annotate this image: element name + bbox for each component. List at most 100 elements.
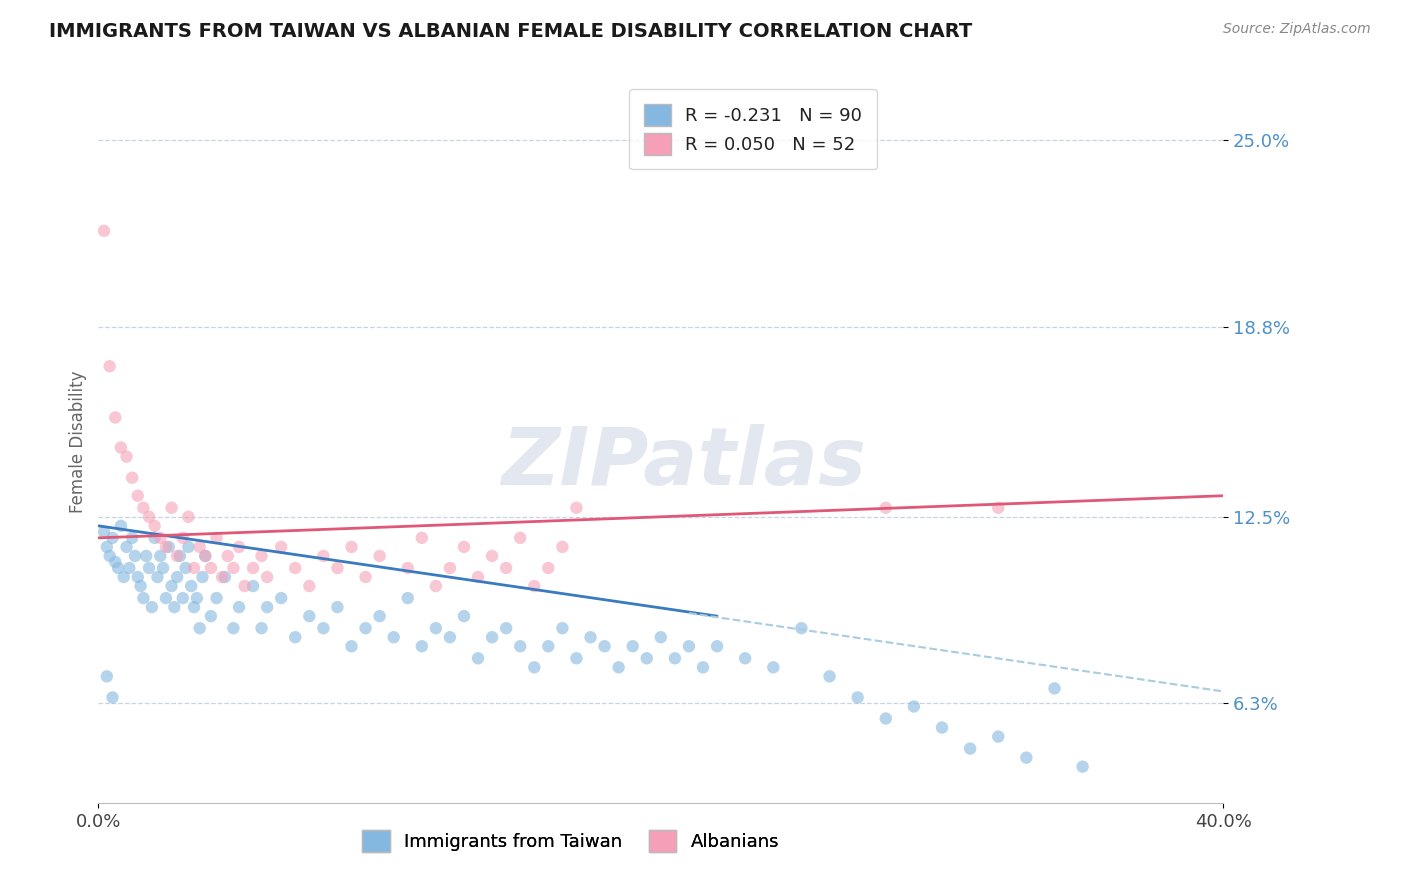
Point bbox=[453, 540, 475, 554]
Point bbox=[565, 500, 588, 515]
Point bbox=[368, 609, 391, 624]
Point bbox=[124, 549, 146, 563]
Point bbox=[1015, 750, 1038, 764]
Point bbox=[959, 741, 981, 756]
Point bbox=[233, 579, 256, 593]
Point bbox=[903, 699, 925, 714]
Point bbox=[790, 621, 813, 635]
Point bbox=[93, 224, 115, 238]
Point bbox=[138, 509, 160, 524]
Point bbox=[228, 540, 250, 554]
Point bbox=[222, 561, 245, 575]
Point bbox=[593, 639, 616, 653]
Point bbox=[200, 609, 222, 624]
Point bbox=[439, 561, 461, 575]
Point bbox=[146, 570, 169, 584]
Point bbox=[129, 579, 152, 593]
Point bbox=[551, 621, 574, 635]
Point bbox=[177, 540, 200, 554]
Point bbox=[1043, 681, 1066, 696]
Point bbox=[382, 630, 405, 644]
Point bbox=[110, 441, 132, 455]
Point bbox=[98, 359, 121, 374]
Point bbox=[256, 570, 278, 584]
Point bbox=[242, 561, 264, 575]
Point bbox=[110, 519, 132, 533]
Point bbox=[143, 531, 166, 545]
Point bbox=[565, 651, 588, 665]
Point bbox=[242, 579, 264, 593]
Point bbox=[439, 630, 461, 644]
Point bbox=[166, 549, 188, 563]
Point bbox=[354, 570, 377, 584]
Point bbox=[118, 561, 141, 575]
Point bbox=[523, 579, 546, 593]
Legend: Immigrants from Taiwan, Albanians: Immigrants from Taiwan, Albanians bbox=[356, 822, 786, 859]
Point bbox=[284, 630, 307, 644]
Point bbox=[211, 570, 233, 584]
Point bbox=[183, 600, 205, 615]
Text: ZIPatlas: ZIPatlas bbox=[501, 425, 866, 502]
Point bbox=[734, 651, 756, 665]
Point bbox=[875, 500, 897, 515]
Point bbox=[96, 540, 118, 554]
Point bbox=[132, 591, 155, 606]
Point bbox=[138, 561, 160, 575]
Point bbox=[155, 591, 177, 606]
Point bbox=[875, 712, 897, 726]
Point bbox=[256, 600, 278, 615]
Point bbox=[121, 471, 143, 485]
Point bbox=[411, 639, 433, 653]
Point bbox=[425, 579, 447, 593]
Point bbox=[340, 639, 363, 653]
Point bbox=[149, 549, 172, 563]
Point bbox=[706, 639, 728, 653]
Point bbox=[762, 660, 785, 674]
Point bbox=[425, 621, 447, 635]
Point bbox=[115, 540, 138, 554]
Point bbox=[101, 531, 124, 545]
Point bbox=[579, 630, 602, 644]
Point bbox=[163, 600, 186, 615]
Point bbox=[481, 630, 503, 644]
Point bbox=[481, 549, 503, 563]
Point bbox=[194, 549, 217, 563]
Point bbox=[987, 730, 1010, 744]
Text: Source: ZipAtlas.com: Source: ZipAtlas.com bbox=[1223, 22, 1371, 37]
Point bbox=[183, 561, 205, 575]
Point bbox=[537, 639, 560, 653]
Point bbox=[160, 500, 183, 515]
Point bbox=[169, 549, 191, 563]
Point bbox=[186, 591, 208, 606]
Point bbox=[127, 570, 149, 584]
Point bbox=[621, 639, 644, 653]
Point bbox=[98, 549, 121, 563]
Point bbox=[270, 591, 292, 606]
Point bbox=[368, 549, 391, 563]
Point bbox=[172, 591, 194, 606]
Point bbox=[177, 509, 200, 524]
Point bbox=[411, 531, 433, 545]
Point bbox=[205, 531, 228, 545]
Point bbox=[135, 549, 157, 563]
Point bbox=[160, 579, 183, 593]
Point bbox=[141, 600, 163, 615]
Point bbox=[312, 549, 335, 563]
Point bbox=[152, 561, 174, 575]
Point bbox=[270, 540, 292, 554]
Point bbox=[692, 660, 714, 674]
Point bbox=[453, 609, 475, 624]
Point bbox=[931, 721, 953, 735]
Point bbox=[987, 500, 1010, 515]
Point bbox=[104, 410, 127, 425]
Point bbox=[551, 540, 574, 554]
Point bbox=[107, 561, 129, 575]
Point bbox=[157, 540, 180, 554]
Point bbox=[846, 690, 869, 705]
Point bbox=[678, 639, 700, 653]
Point bbox=[664, 651, 686, 665]
Point bbox=[93, 524, 115, 539]
Point bbox=[205, 591, 228, 606]
Point bbox=[326, 600, 349, 615]
Point bbox=[495, 621, 517, 635]
